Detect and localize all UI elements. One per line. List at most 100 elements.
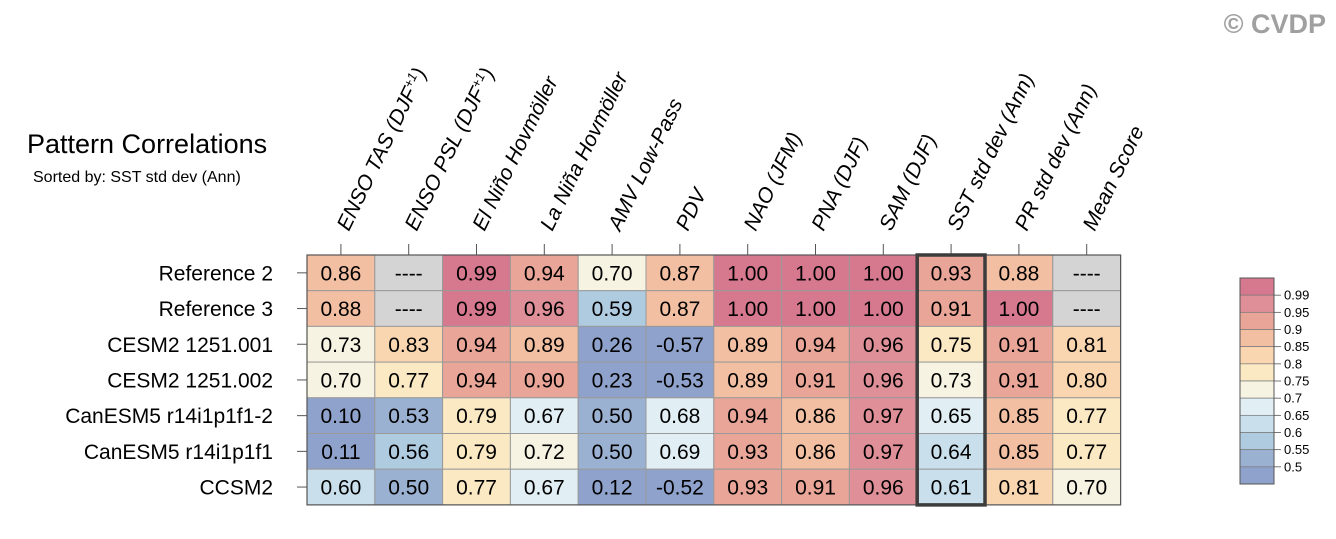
heatmap-cell: [442, 397, 511, 434]
colorbar-swatch: [1239, 311, 1275, 330]
cell-value: 0.93: [931, 262, 972, 285]
colorbar-swatch: [1239, 346, 1275, 365]
row-label: CESM2 1251.001: [107, 334, 273, 357]
cell-value: 0.88: [320, 298, 361, 321]
cell-value: 0.56: [388, 441, 429, 464]
cell-value: 0.26: [592, 334, 633, 357]
cell-value: 0.94: [727, 405, 768, 428]
heatmap-cell: [916, 325, 986, 363]
cell-value: 0.94: [456, 334, 497, 357]
heatmap-cell: [306, 433, 376, 470]
column-label: SAM (DJF): [875, 131, 941, 234]
colorbar: 0.99 0.95 0.9 0.85 0.8 0.75 0.7 0.65 0.6 0.55 0.5: [1239, 277, 1309, 485]
row-label: Reference 2: [159, 262, 273, 285]
heatmap-cell: [713, 361, 783, 399]
column-label: NAO (JFM): [740, 129, 807, 234]
colorbar-swatch: [1239, 294, 1275, 313]
cell-value: 0.12: [592, 477, 633, 500]
cell-value: 0.70: [1066, 477, 1107, 500]
colorbar-label: 0.6: [1284, 425, 1302, 440]
cell-value: ----: [395, 298, 423, 321]
cell-value: 0.77: [456, 477, 497, 500]
cell-value: 0.67: [524, 477, 565, 500]
cell-value: 0.81: [1066, 334, 1107, 357]
cell-value: 0.79: [456, 405, 497, 428]
heatmap-cell: [984, 397, 1054, 434]
heatmap-cell: [374, 361, 444, 399]
colorbar-label: 0.95: [1284, 305, 1309, 320]
cell-value: 0.77: [1066, 405, 1107, 428]
cell-value: -0.53: [656, 369, 704, 392]
chart-subtitle: Sorted by: SST std dev (Ann): [33, 169, 241, 186]
heatmap-cell: [713, 254, 783, 292]
cell-value: 0.75: [931, 334, 972, 357]
cell-value: 0.87: [659, 298, 700, 321]
colorbar-swatch: [1239, 466, 1275, 485]
colorbar-swatch: [1239, 414, 1275, 433]
cell-value: -0.52: [656, 477, 704, 500]
row-label: CanESM5 r14i1p1f1-2: [65, 405, 273, 428]
cell-value: 0.72: [524, 441, 565, 464]
heatmap-cell: [645, 290, 715, 327]
cell-value: 0.96: [863, 369, 904, 392]
heatmap-cell: [442, 325, 511, 363]
cell-value: 0.73: [320, 334, 361, 357]
column-label: PNA (DJF): [807, 134, 872, 235]
cell-value: 0.81: [998, 477, 1039, 500]
heatmap-cell: [442, 254, 511, 292]
cell-value: 0.61: [931, 477, 972, 500]
colorbar-label: 0.7: [1284, 391, 1302, 406]
cell-value: 0.96: [863, 334, 904, 357]
colorbar-label: 0.75: [1284, 374, 1309, 389]
cell-value: 1.00: [727, 262, 768, 285]
cell-value: 0.50: [388, 477, 429, 500]
cell-value: 0.50: [592, 441, 633, 464]
heatmap-cell: [645, 325, 715, 363]
heatmap-cell: [781, 468, 850, 506]
cell-value: 1.00: [998, 298, 1039, 321]
cell-value: 0.90: [524, 369, 565, 392]
heatmap-cell: [781, 325, 850, 363]
heatmap-cell: [916, 254, 986, 292]
heatmap-cell: [984, 290, 1054, 327]
cell-value: 0.99: [456, 298, 497, 321]
cell-value: 0.60: [320, 477, 361, 500]
cell-value: 1.00: [727, 298, 768, 321]
row-labels: Reference 2 Reference 3 CESM2 1251.001 CESM…: [65, 262, 307, 500]
cell-value: 0.77: [388, 369, 429, 392]
heatmap-cell: [781, 254, 850, 292]
colorbar-swatch: [1239, 449, 1275, 468]
cell-value: 0.96: [863, 477, 904, 500]
cell-value: 0.89: [524, 334, 565, 357]
cell-value: 0.86: [795, 441, 836, 464]
cell-value: 0.73: [931, 369, 972, 392]
cell-value: 0.89: [727, 334, 768, 357]
cell-value: ----: [395, 262, 423, 285]
heatmap-cell: [374, 468, 444, 506]
heatmap-cell: [1052, 254, 1122, 292]
heatmap-cells: 0.86 ---- 0.99 0.94 0.70 0.87 1.00 1.00 1.00 0.93…: [306, 253, 1122, 507]
cell-value: 0.83: [388, 334, 429, 357]
heatmap-cell: [848, 397, 918, 434]
heatmap-cell: [374, 290, 444, 327]
heatmap-cell: [1052, 361, 1122, 399]
heatmap-cell: [713, 290, 783, 327]
heatmap-cell: [442, 433, 511, 470]
cell-value: -0.57: [656, 334, 704, 357]
cell-value: 1.00: [863, 298, 904, 321]
cell-value: 0.50: [592, 405, 633, 428]
cell-value: 0.85: [998, 405, 1039, 428]
colorbar-swatch: [1239, 363, 1275, 382]
cell-value: 0.59: [592, 298, 633, 321]
cell-value: 0.87: [659, 262, 700, 285]
cell-value: ----: [1073, 262, 1101, 285]
cell-value: 0.99: [456, 262, 497, 285]
row-label: CanESM5 r14i1p1f1: [84, 441, 273, 464]
colorbar-label: 0.9: [1284, 322, 1302, 337]
cell-value: 0.10: [320, 405, 361, 428]
watermark: © CVDP: [1224, 9, 1326, 39]
cell-value: 0.67: [524, 405, 565, 428]
cell-value: 0.68: [659, 405, 700, 428]
column-label: PDV: [672, 184, 712, 235]
